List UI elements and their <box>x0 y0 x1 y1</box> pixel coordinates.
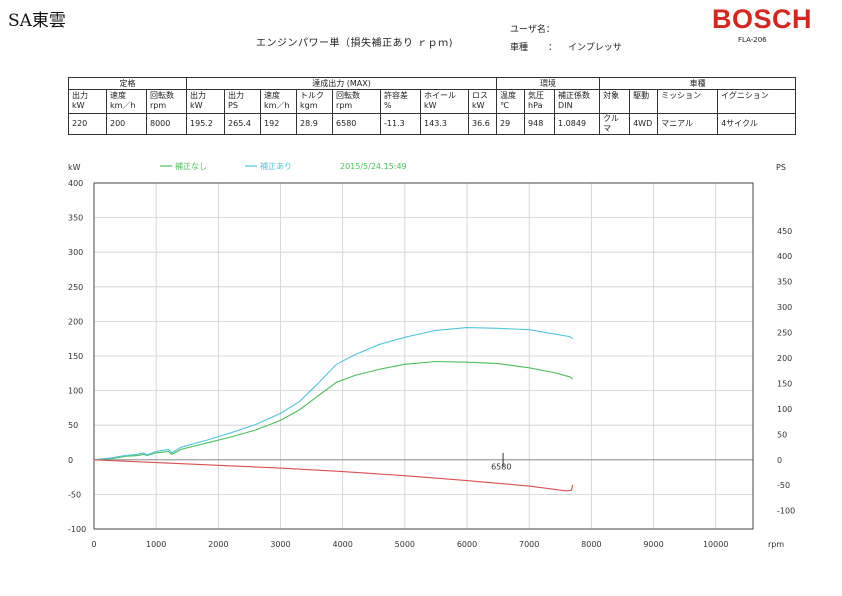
user-name-label: ユーザ名： <box>510 25 555 35</box>
legend-corrected: 補正あり <box>260 161 292 171</box>
right-tick-label: 50 <box>777 430 787 439</box>
left-tick-label: 0 <box>68 456 73 465</box>
spec-table: 定格 達成出力 (MAX) 環境 車種 出力 kW 速度 km／h 回転数 rpm 出… <box>67 77 797 135</box>
x-tick-label: 5000 <box>395 540 415 549</box>
car-model-label: 車種 <box>510 43 529 53</box>
series-line <box>93 360 573 461</box>
marker-label: 6580 <box>491 462 511 471</box>
x-tick-label: 0 <box>91 540 96 549</box>
x-tick-label: 2000 <box>208 540 228 549</box>
right-unit-label: PS <box>776 163 786 172</box>
x-tick-labels: 0 1000 2000 3000 4000 5000 6000 7000 8000 9000 100… <box>91 540 728 549</box>
max-rpm-marker: 6580 <box>491 452 511 471</box>
spec-value: 36.6 <box>468 113 498 135</box>
left-tick-label: 300 <box>68 248 83 257</box>
spec-label: 温度 ℃ <box>496 89 526 114</box>
bosch-logo: BOSCH <box>712 4 813 34</box>
spec-label: 回転数 rpm <box>145 89 188 114</box>
spec-value: 4サイクル <box>717 113 797 135</box>
right-tick-label: -50 <box>777 481 790 490</box>
spec-label: 気圧 hPa <box>524 89 556 114</box>
series-group <box>93 327 574 492</box>
spec-label: 出力 kW <box>186 89 226 114</box>
left-tick-label: 100 <box>68 387 83 396</box>
left-tick-label: -50 <box>68 490 81 499</box>
spec-value: 8000 <box>145 113 188 135</box>
right-tick-label: 400 <box>777 252 792 261</box>
spec-label: 補正係数 DIN <box>554 89 601 114</box>
right-tick-label: 450 <box>777 227 792 236</box>
right-tick-labels: 450 400 350 300 250 200 150 100 50 0 -50 -100 <box>777 227 795 516</box>
machine-model: FLA-206 <box>738 36 767 44</box>
series-line <box>93 327 574 461</box>
station-name: SA東雲 <box>8 11 66 31</box>
right-tick-label: 350 <box>777 278 792 287</box>
left-tick-label: 350 <box>68 214 83 223</box>
right-tick-label: -100 <box>777 507 795 516</box>
right-tick-label: 250 <box>777 329 792 338</box>
spec-value: 1.0849 <box>554 113 601 135</box>
left-unit-label: kW <box>68 163 81 172</box>
spec-value: 4WD <box>629 113 659 135</box>
car-model-value: インプレッサ <box>568 43 622 53</box>
left-tick-label: -100 <box>68 525 86 534</box>
right-tick-label: 200 <box>777 354 792 363</box>
left-tick-label: 250 <box>68 283 83 292</box>
car-model-colon: ： <box>548 43 558 53</box>
spec-label: ホイール kW <box>420 89 470 114</box>
spec-label: 回転数 rpm <box>332 89 382 114</box>
right-tick-label: 100 <box>777 405 792 414</box>
spec-label: 速度 km／h <box>106 89 147 114</box>
x-tick-label: 1000 <box>146 540 166 549</box>
series-line <box>93 459 574 492</box>
right-tick-label: 0 <box>777 456 782 465</box>
right-tick-label: 300 <box>777 303 792 312</box>
right-tick-label: 150 <box>777 379 792 388</box>
left-tick-label: 400 <box>68 179 83 188</box>
spec-label: ロス kW <box>468 89 498 114</box>
legend: 補正なし 補正あり 2015/5/24.15:49 <box>160 161 407 171</box>
spec-value: 948 <box>524 113 556 135</box>
left-tick-label: 150 <box>68 352 83 361</box>
left-tick-label: 200 <box>68 317 83 326</box>
spec-label: 出力 kW <box>68 89 107 114</box>
x-unit-label: rpm <box>768 540 784 549</box>
x-tick-label: 9000 <box>643 540 663 549</box>
x-tick-label: 7000 <box>519 540 539 549</box>
left-tick-label: 50 <box>68 421 78 430</box>
spec-label: イグニション <box>717 89 797 114</box>
x-tick-label: 6000 <box>457 540 477 549</box>
test-timestamp: 2015/5/24.15:49 <box>340 162 407 171</box>
spec-value: -11.3 <box>380 113 422 135</box>
x-tick-label: 8000 <box>581 540 601 549</box>
legend-uncorrected: 補正なし <box>175 161 207 171</box>
x-tick-label: 3000 <box>270 540 290 549</box>
plot-frame <box>93 182 754 530</box>
x-tick-label: 10000 <box>703 540 728 549</box>
x-tick-label: 4000 <box>332 540 352 549</box>
left-tick-labels: 400 350 300 250 200 150 100 50 0 -50 -100 <box>68 179 86 534</box>
report-title: エンジンパワー単（損失補正あり ｒｐｍ) <box>256 38 454 49</box>
